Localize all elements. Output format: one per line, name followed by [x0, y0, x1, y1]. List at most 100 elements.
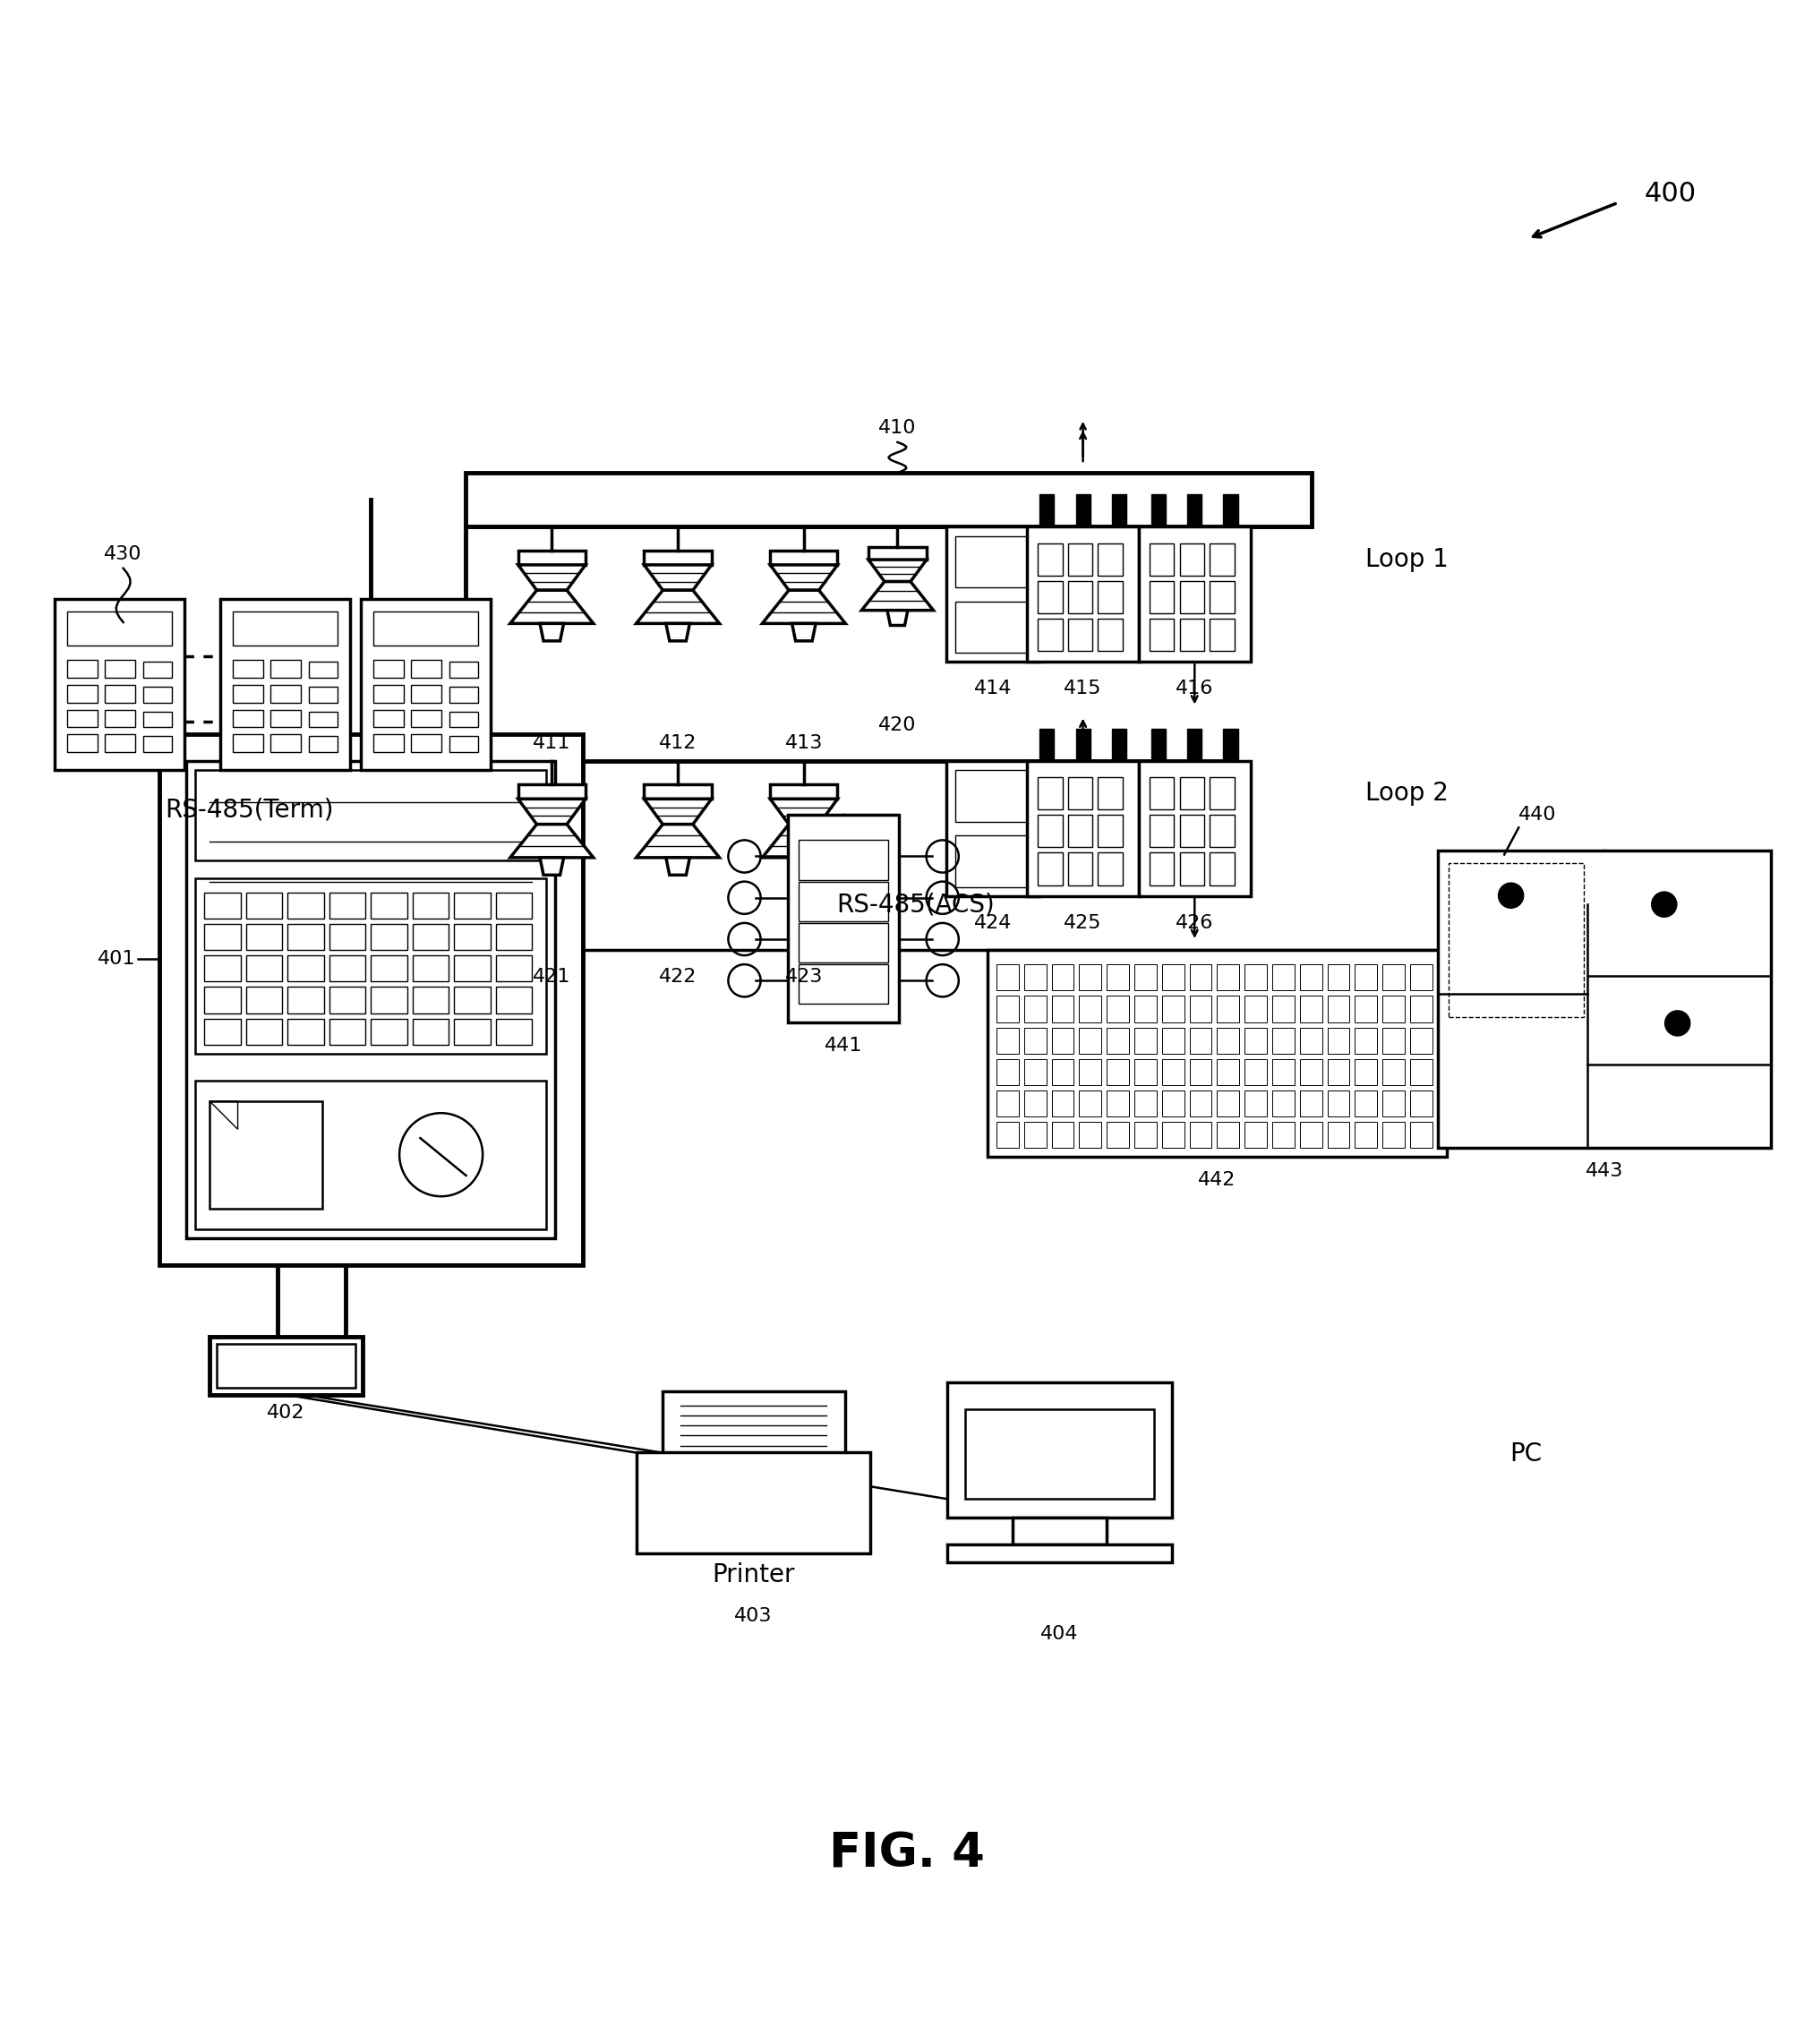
Bar	[1079, 1089, 1102, 1116]
Bar	[1188, 728, 1202, 760]
Bar	[1180, 777, 1204, 809]
Bar	[1300, 995, 1322, 1022]
Bar	[955, 536, 1032, 587]
Bar	[1273, 1089, 1294, 1116]
Bar	[1052, 1028, 1073, 1053]
Bar	[1354, 1059, 1378, 1085]
Bar	[372, 987, 408, 1014]
Bar	[453, 924, 490, 950]
Bar	[495, 987, 531, 1014]
Bar	[234, 734, 263, 752]
Bar	[1106, 1089, 1129, 1116]
Text: 440: 440	[1519, 805, 1557, 824]
Bar	[955, 771, 1032, 822]
Bar	[330, 893, 366, 918]
Bar	[1246, 1028, 1267, 1053]
Bar	[1024, 1059, 1046, 1085]
Bar	[330, 955, 366, 981]
Bar	[1068, 777, 1093, 809]
Bar	[1411, 1089, 1432, 1116]
Bar	[247, 987, 283, 1014]
Bar	[247, 955, 283, 981]
Bar	[450, 711, 479, 728]
Bar	[67, 660, 98, 679]
Bar	[1273, 1028, 1294, 1053]
Bar	[1300, 1089, 1322, 1116]
Bar	[1246, 995, 1267, 1022]
Bar	[196, 879, 546, 1053]
Text: 414: 414	[974, 681, 1012, 697]
Bar	[288, 987, 325, 1014]
Bar	[205, 1018, 241, 1044]
Bar	[1052, 1122, 1073, 1149]
Polygon shape	[771, 785, 838, 799]
Bar	[997, 1059, 1019, 1085]
Polygon shape	[761, 824, 845, 858]
Bar	[1099, 544, 1122, 576]
Bar	[1068, 619, 1093, 652]
Bar	[1075, 495, 1090, 527]
Bar	[1189, 1089, 1211, 1116]
Circle shape	[1664, 1010, 1690, 1036]
Bar	[1189, 1028, 1211, 1053]
Bar	[105, 734, 136, 752]
Bar	[1246, 1122, 1267, 1149]
Bar	[1028, 527, 1139, 662]
Bar	[955, 836, 1032, 887]
Bar	[1079, 1059, 1102, 1085]
Bar	[210, 1102, 323, 1208]
Bar	[798, 924, 888, 963]
Bar	[205, 955, 241, 981]
Text: 443: 443	[1585, 1163, 1623, 1179]
Polygon shape	[665, 623, 689, 642]
Bar	[1246, 965, 1267, 991]
Text: 420: 420	[879, 715, 917, 734]
Circle shape	[1652, 891, 1677, 918]
Bar	[946, 527, 1039, 662]
Bar	[205, 893, 241, 918]
Bar	[1075, 728, 1090, 760]
Bar	[308, 662, 337, 679]
Bar	[330, 987, 366, 1014]
Bar	[798, 965, 888, 1004]
Bar	[1209, 544, 1235, 576]
Text: 416: 416	[1175, 681, 1213, 697]
Bar	[205, 924, 241, 950]
Bar	[413, 893, 448, 918]
Bar	[1449, 863, 1585, 1018]
Polygon shape	[792, 858, 816, 875]
Bar	[1099, 816, 1122, 848]
Bar	[1111, 728, 1126, 760]
Polygon shape	[519, 564, 586, 591]
Bar	[247, 924, 283, 950]
Bar	[1106, 1028, 1129, 1053]
Bar	[1180, 852, 1204, 885]
Bar	[1135, 995, 1157, 1022]
Bar	[1024, 1122, 1046, 1149]
Polygon shape	[644, 785, 711, 799]
Bar	[466, 472, 1311, 527]
Bar	[1149, 816, 1175, 848]
Bar	[1024, 1089, 1046, 1116]
Polygon shape	[771, 564, 838, 591]
Bar	[54, 599, 185, 771]
Bar	[1149, 580, 1175, 613]
Text: Printer: Printer	[713, 1562, 794, 1588]
Bar	[1411, 1122, 1432, 1149]
Bar	[1135, 1059, 1157, 1085]
Text: 411: 411	[533, 734, 571, 752]
Bar	[450, 687, 479, 703]
Bar	[372, 955, 408, 981]
Bar	[1079, 995, 1102, 1022]
Bar	[270, 734, 301, 752]
Bar	[1052, 995, 1073, 1022]
Bar	[798, 840, 888, 879]
Bar	[160, 734, 582, 1265]
Bar	[1217, 1089, 1240, 1116]
Bar	[1246, 1089, 1267, 1116]
Bar	[288, 893, 325, 918]
Bar	[1180, 544, 1204, 576]
Bar	[372, 924, 408, 950]
Bar	[1139, 527, 1251, 662]
Polygon shape	[771, 799, 838, 824]
